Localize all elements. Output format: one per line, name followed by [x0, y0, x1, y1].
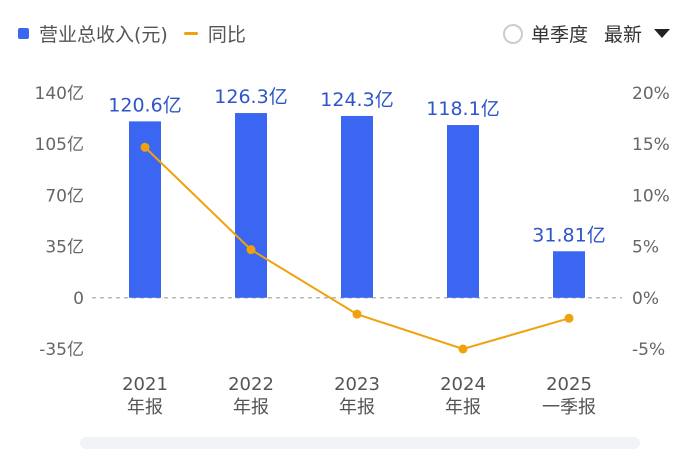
x-axis-label-period: 年报	[339, 397, 375, 418]
left-axis-tick-label: 70亿	[45, 186, 84, 206]
x-axis-label-year: 2021	[122, 374, 168, 395]
legend-revenue[interactable]: 营业总收入(元)	[18, 20, 168, 47]
right-axis-tick-label: 0%	[632, 289, 659, 309]
x-axis-label-period: 年报	[127, 397, 163, 418]
x-axis-label-year: 2023	[334, 374, 380, 395]
x-axis-label-period: 年报	[445, 397, 481, 418]
right-axis-tick-label: 15%	[632, 135, 670, 155]
period-select[interactable]: 最新	[604, 20, 670, 47]
legend-revenue-label: 营业总收入(元)	[39, 24, 168, 46]
x-axis-label-period: 一季报	[542, 397, 596, 418]
yoy-point	[352, 309, 362, 319]
revenue-data-label: 124.3亿	[320, 89, 393, 111]
quarterly-label: 单季度	[530, 24, 588, 46]
x-axis-label-year: 2022	[228, 374, 274, 395]
right-axis-tick-label: 5%	[632, 238, 659, 258]
x-axis-label-year: 2024	[440, 374, 486, 395]
legend-yoy-swatch	[183, 32, 198, 35]
revenue-data-label: 118.1亿	[426, 98, 499, 120]
yoy-point	[140, 142, 150, 152]
left-axis-tick-label: 105亿	[35, 135, 84, 155]
right-axis-tick-label: 10%	[632, 186, 670, 206]
right-axis-tick-label: 20%	[632, 84, 670, 104]
revenue-bar	[235, 113, 267, 298]
quarterly-toggle[interactable]: 单季度	[502, 20, 588, 47]
chart-controls: 单季度 最新	[502, 20, 670, 47]
legend-yoy[interactable]: 同比	[183, 20, 246, 47]
yoy-point	[246, 245, 256, 255]
x-axis-label-period: 年报	[233, 397, 269, 418]
revenue-data-label: 126.3亿	[214, 86, 287, 108]
left-axis-tick-label: -35亿	[39, 340, 84, 360]
left-axis-tick-label: 35亿	[45, 238, 84, 258]
right-axis-tick-label: -5%	[632, 340, 665, 360]
x-axis-label-year: 2025	[546, 374, 592, 395]
yoy-point	[458, 344, 468, 354]
revenue-data-label: 120.6亿	[108, 94, 181, 116]
triangle-down-icon	[654, 29, 670, 38]
legend-revenue-swatch	[18, 28, 29, 39]
bottom-panel-edge	[80, 437, 640, 449]
yoy-point	[564, 313, 574, 323]
period-select-value: 最新	[603, 24, 642, 46]
left-axis-tick-label: 0	[73, 289, 84, 309]
radio-unchecked-icon[interactable]	[502, 23, 523, 44]
left-axis-tick-label: 140亿	[35, 84, 84, 104]
revenue-bar	[553, 251, 585, 298]
legend: 营业总收入(元) 同比	[18, 20, 246, 47]
revenue-data-label: 31.81亿	[532, 224, 605, 246]
revenue-bar	[447, 125, 479, 298]
revenue-bar	[341, 115, 373, 298]
legend-yoy-label: 同比	[207, 24, 246, 46]
